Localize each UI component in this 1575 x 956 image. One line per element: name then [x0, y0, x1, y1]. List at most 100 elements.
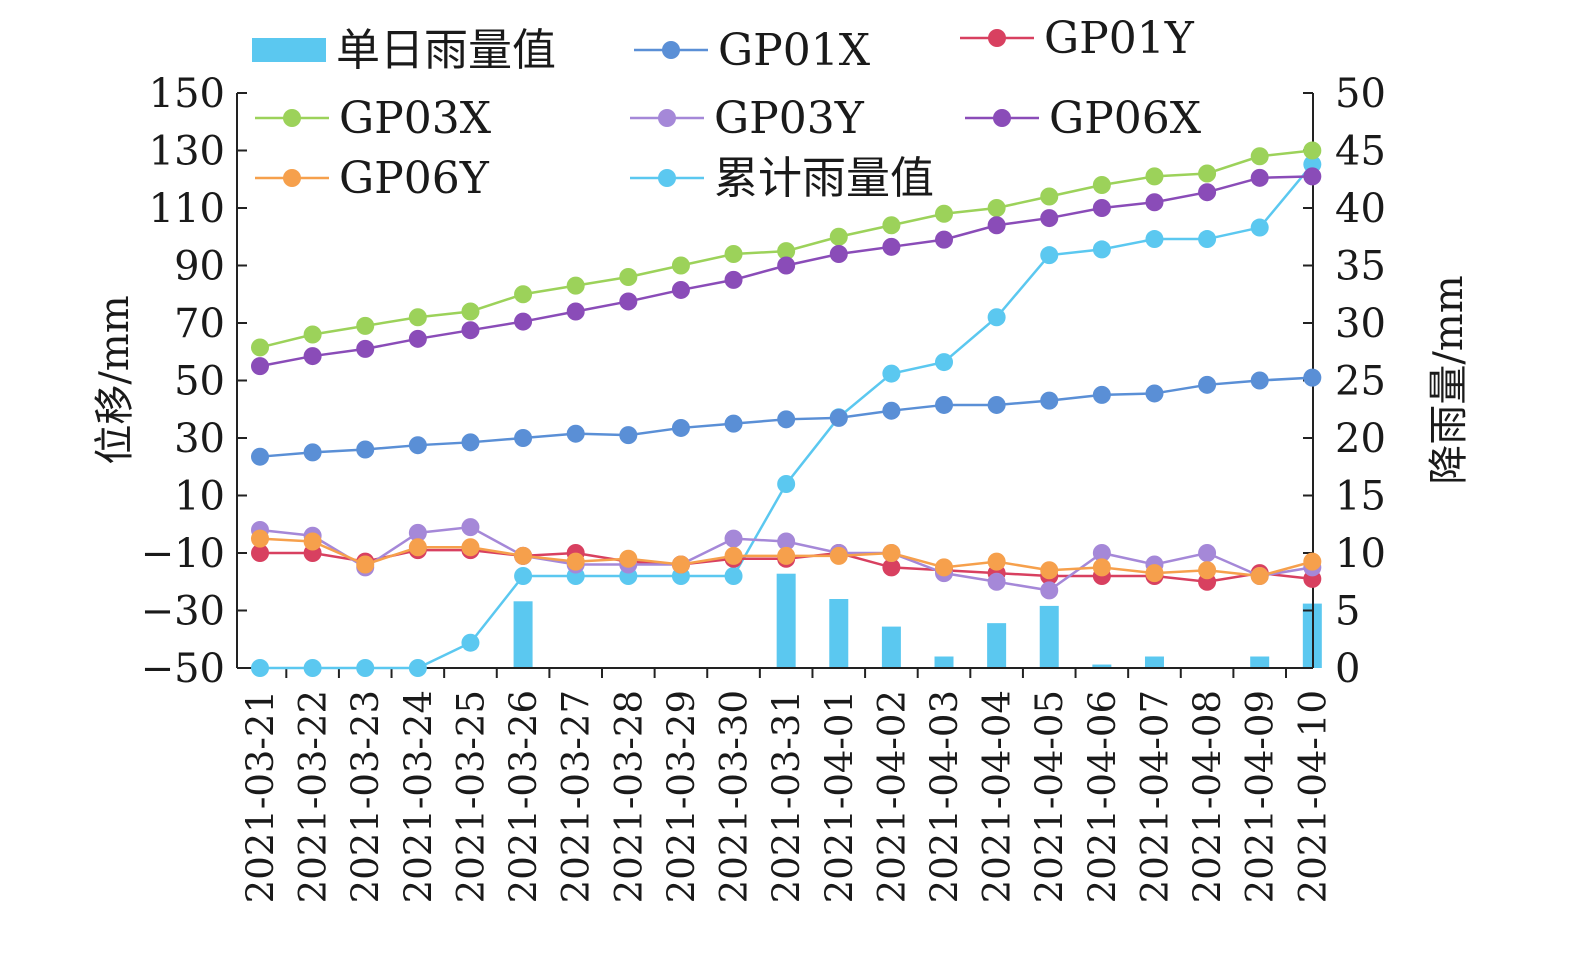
point-GP06Y-2021-04-07 — [1145, 564, 1164, 583]
point-累计雨量值-2021-03-25 — [461, 633, 480, 652]
x-tick-label: 2021-04-03 — [923, 690, 966, 903]
right-tick-label: 40 — [1335, 186, 1386, 232]
bar-2021-04-05 — [1039, 605, 1059, 668]
point-GP06Y-2021-04-06 — [1092, 558, 1111, 577]
bar-2021-04-03 — [934, 656, 954, 668]
legend-item-GP01X: GP01X — [634, 25, 871, 76]
left-tick-label: −30 — [141, 589, 225, 635]
point-累计雨量值-2021-04-06 — [1092, 240, 1111, 259]
left-tick-label: −10 — [141, 531, 225, 577]
left-tick-label: 110 — [149, 186, 225, 232]
point-GP06Y-2021-03-26 — [514, 546, 533, 565]
point-GP03X-2021-04-05 — [1040, 187, 1059, 206]
x-tick-label: 2021-04-04 — [976, 690, 1019, 903]
point-GP01X-2021-03-23 — [356, 440, 375, 459]
legend-label-单日雨量值: 单日雨量值 — [336, 25, 556, 76]
left-tick-label: 70 — [174, 301, 225, 347]
point-GP03Y-2021-03-31 — [777, 532, 796, 551]
point-GP06X-2021-03-25 — [461, 321, 480, 340]
point-GP06X-2021-04-05 — [1040, 209, 1059, 228]
x-tick-label: 2021-04-06 — [1081, 690, 1124, 903]
point-GP03X-2021-04-09 — [1250, 147, 1269, 166]
point-累计雨量值-2021-03-23 — [356, 659, 375, 677]
axes-layer: 1501301109070503010−10−30−50504540353025… — [92, 71, 1472, 903]
left-tick-label: 10 — [174, 474, 225, 520]
point-累计雨量值-2021-03-21 — [251, 659, 269, 677]
right-axis-title: 降雨量/mm — [1426, 275, 1472, 484]
point-GP06X-2021-03-21 — [251, 357, 269, 376]
point-GP06X-2021-03-23 — [356, 339, 375, 358]
point-GP01X-2021-03-27 — [566, 424, 585, 443]
point-GP06Y-2021-03-23 — [356, 555, 375, 574]
point-累计雨量值-2021-04-04 — [987, 308, 1006, 327]
point-GP03X-2021-03-22 — [303, 325, 322, 344]
legend-swatch-单日雨量值 — [252, 38, 326, 62]
right-tick-label: 10 — [1335, 531, 1386, 577]
point-GP06Y-2021-04-08 — [1198, 561, 1217, 580]
series-GP06Y — [251, 529, 1322, 585]
point-GP03X-2021-03-26 — [514, 285, 533, 304]
legend: 单日雨量值 GP01X GP01Y GP03X GP03Y GP06X GP06Y 累计雨量值 — [252, 13, 1202, 204]
bar-2021-03-31 — [776, 573, 796, 668]
point-GP06X-2021-04-08 — [1198, 183, 1217, 202]
point-GP03X-2021-03-24 — [408, 308, 427, 327]
legend-label-GP06X: GP06X — [1049, 93, 1202, 144]
point-GP06Y-2021-04-09 — [1250, 567, 1269, 585]
point-GP06Y-2021-03-25 — [461, 538, 480, 557]
legend-label-GP03X: GP03X — [339, 93, 492, 144]
point-GP01X-2021-03-29 — [671, 418, 690, 437]
right-tick-label: 25 — [1335, 359, 1386, 405]
legend-marker-GP01Y — [988, 29, 1006, 47]
point-GP03X-2021-04-02 — [882, 216, 901, 235]
point-GP01X-2021-04-06 — [1092, 385, 1111, 404]
x-tick-label: 2021-04-05 — [1028, 690, 1071, 903]
point-GP06Y-2021-03-24 — [408, 538, 427, 557]
point-GP03X-2021-03-27 — [566, 276, 585, 295]
point-GP01X-2021-03-30 — [724, 414, 743, 433]
point-GP03Y-2021-04-08 — [1198, 544, 1217, 562]
point-GP06Y-2021-04-01 — [829, 546, 848, 565]
bar-layer — [513, 573, 1322, 668]
point-GP03Y-2021-03-30 — [724, 529, 743, 548]
legend-item-累计雨量值: 累计雨量值 — [630, 153, 934, 204]
point-累计雨量值-2021-04-02 — [882, 364, 901, 383]
point-GP01X-2021-04-02 — [882, 401, 901, 420]
point-GP06X-2021-04-01 — [829, 245, 848, 263]
point-GP03X-2021-03-29 — [671, 256, 690, 275]
point-GP01X-2021-04-10 — [1303, 368, 1322, 387]
point-GP06Y-2021-04-03 — [935, 558, 954, 577]
point-GP03X-2021-04-08 — [1198, 164, 1217, 183]
legend-marker-GP01X — [662, 41, 680, 59]
x-tick-label: 2021-03-22 — [292, 690, 335, 903]
x-tick-label: 2021-04-09 — [1239, 690, 1282, 903]
bar-2021-04-04 — [987, 623, 1007, 668]
x-tick-label: 2021-03-30 — [713, 690, 756, 903]
point-GP06X-2021-03-24 — [408, 329, 427, 348]
point-GP06Y-2021-03-30 — [724, 546, 743, 565]
point-GP06Y-2021-03-28 — [619, 549, 638, 568]
point-GP01X-2021-04-01 — [829, 408, 848, 427]
point-累计雨量值-2021-04-05 — [1040, 246, 1059, 265]
point-GP03Y-2021-03-24 — [408, 523, 427, 542]
point-累计雨量值-2021-03-31 — [777, 475, 796, 493]
x-tick-label: 2021-03-27 — [555, 690, 598, 903]
point-GP03X-2021-04-06 — [1092, 176, 1111, 194]
point-GP03X-2021-03-31 — [777, 242, 796, 261]
point-GP06X-2021-04-07 — [1145, 193, 1164, 212]
series-GP03X — [251, 141, 1322, 357]
legend-item-GP03X: GP03X — [255, 93, 492, 144]
point-GP03Y-2021-04-04 — [987, 572, 1006, 591]
point-GP06Y-2021-03-29 — [671, 555, 690, 574]
point-GP01X-2021-03-22 — [303, 443, 322, 462]
point-GP01X-2021-03-28 — [619, 426, 638, 445]
right-tick-label: 35 — [1335, 244, 1386, 290]
point-GP06Y-2021-04-05 — [1040, 561, 1059, 580]
point-GP06X-2021-04-10 — [1303, 167, 1322, 186]
x-tick-label: 2021-04-02 — [870, 690, 913, 903]
point-GP06X-2021-03-26 — [514, 312, 533, 331]
x-tick-label: 2021-04-08 — [1186, 690, 1229, 903]
x-tick-label: 2021-03-23 — [344, 690, 387, 903]
x-tick-label: 2021-03-24 — [397, 690, 440, 903]
point-GP01X-2021-04-03 — [935, 395, 954, 414]
